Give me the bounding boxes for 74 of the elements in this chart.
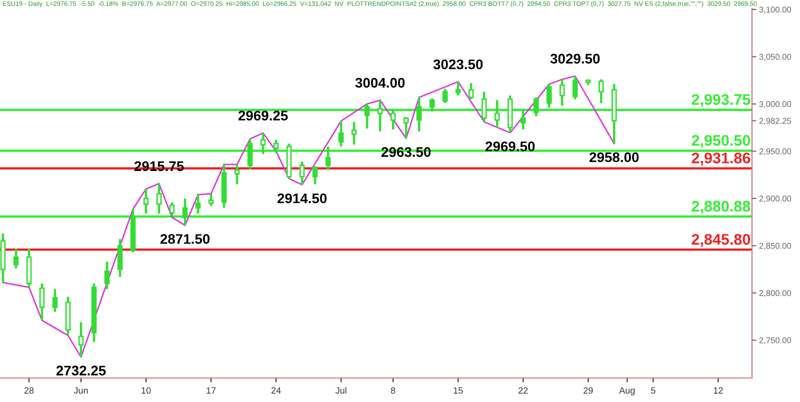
candlestick — [13, 247, 19, 270]
candlestick — [299, 160, 305, 186]
x-tick-label: 24 — [272, 387, 281, 394]
candlestick — [560, 78, 565, 107]
y-tick-label: 2,900.00 — [759, 196, 792, 203]
candlestick — [455, 80, 461, 97]
ref-line-label: 2,845.80 — [692, 234, 750, 247]
x-tick-label: 22 — [518, 387, 528, 394]
candlestick — [468, 82, 474, 100]
annotation: 2732.25 — [56, 366, 106, 376]
x-tick-label: Aug — [619, 387, 635, 396]
candlestick — [247, 138, 253, 170]
x-tick-label: 5 — [651, 387, 656, 394]
candlestick — [104, 260, 110, 290]
ref-line-label: 2,880.88 — [692, 200, 750, 214]
candlestick — [442, 88, 448, 104]
candlestick — [533, 96, 539, 118]
candlestick — [182, 197, 188, 226]
ref-line-label: 2,931.86 — [692, 152, 750, 166]
x-tick-label: 8 — [390, 387, 396, 394]
y-tick-label: 3,050.00 — [759, 54, 792, 61]
annotation: 2871.50 — [160, 234, 210, 244]
x-tick-label: 10 — [142, 387, 151, 394]
candlestick — [169, 201, 175, 217]
candlestick — [234, 163, 240, 186]
candlestick — [429, 97, 435, 113]
annotation: 2969.25 — [238, 110, 288, 121]
candlestick — [117, 238, 123, 278]
candlestick — [364, 102, 370, 130]
annotation: 3029.50 — [550, 54, 600, 64]
candlestick — [52, 288, 58, 313]
candlestick — [481, 90, 487, 124]
candlestick — [377, 99, 383, 132]
candlestick — [143, 188, 149, 215]
candlestick — [494, 99, 500, 129]
x-tick-label: 28 — [24, 387, 34, 394]
candlestick — [351, 120, 357, 146]
x-tick-label: Jun — [74, 387, 88, 394]
y-tick-label: 2,750.00 — [759, 337, 792, 344]
candlestick — [195, 192, 201, 215]
candlestick — [520, 108, 526, 131]
candlestick — [403, 116, 409, 140]
ref-line-label: 2,993.75 — [692, 94, 750, 108]
ref-line-label: 2,950.50 — [692, 135, 750, 148]
x-tick-label: 15 — [454, 387, 463, 394]
candlestick — [572, 74, 578, 100]
annotation: 2914.50 — [277, 193, 327, 204]
y-tick-label: 2,950.00 — [759, 148, 792, 156]
candlestick — [598, 78, 604, 104]
candlestick — [78, 321, 84, 358]
x-tick-label: 17 — [206, 387, 216, 394]
annotation: 2969.50 — [486, 141, 535, 152]
x-tick-label: Jul — [335, 387, 346, 394]
candlestick — [156, 182, 162, 215]
y-tick-label: 2,850.00 — [759, 242, 792, 250]
candlestick — [390, 108, 396, 131]
x-tick-label: 29 — [584, 387, 593, 394]
candlestick — [208, 192, 214, 208]
candlestick — [416, 96, 422, 132]
annotation: 3004.00 — [355, 78, 405, 88]
candlestick — [325, 145, 331, 172]
y-tick-label: 3,000.00 — [759, 101, 792, 108]
x-tick-label: 12 — [714, 387, 723, 394]
candlestick — [546, 82, 552, 109]
candlestick — [273, 138, 279, 154]
y-tick-label: 2,982.25 — [759, 118, 792, 125]
candlestick — [39, 282, 45, 322]
annotation: 3023.50 — [433, 59, 483, 70]
candlestick — [260, 132, 266, 156]
y-tick-label: 3,100.00 — [759, 6, 792, 14]
candlestick — [312, 165, 318, 186]
candlestick — [338, 120, 344, 148]
y-tick-label: 2,800.00 — [759, 290, 792, 298]
annotation: 2958.00 — [590, 152, 639, 162]
